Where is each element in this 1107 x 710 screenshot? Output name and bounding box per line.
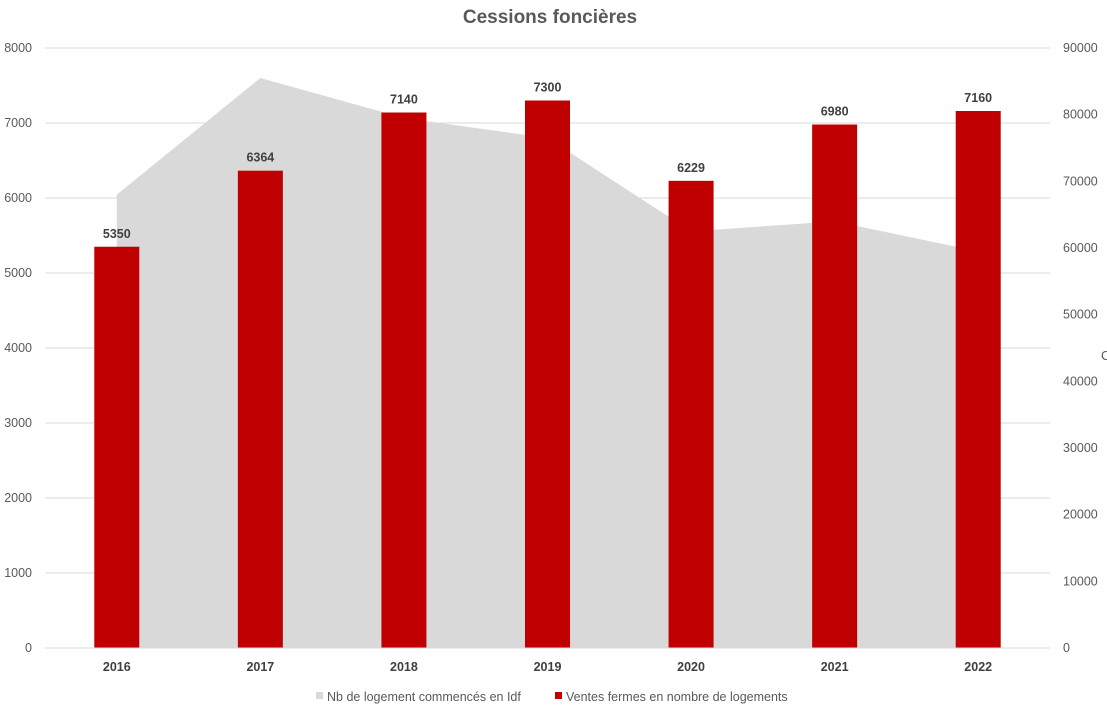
left-axis-tick-label: 2000 — [4, 491, 32, 505]
x-axis-tick-label: 2022 — [964, 660, 992, 674]
x-axis-tick-label: 2021 — [821, 660, 849, 674]
legend-label-area: Nb de logement commencés en Idf — [327, 690, 521, 704]
bar — [237, 170, 283, 648]
data-label: 6229 — [677, 161, 705, 175]
chart-title: Cessions foncières — [463, 7, 637, 28]
bar — [812, 124, 858, 648]
x-axis-tick-label: 2016 — [103, 660, 131, 674]
left-axis-tick-label: 4000 — [4, 341, 32, 355]
x-axis-tick-label: 2018 — [390, 660, 418, 674]
legend-swatch-area — [316, 692, 323, 699]
x-axis-tick-label: 2019 — [534, 660, 562, 674]
legend: Nb de logement commencés en Idf Ventes f… — [316, 690, 788, 704]
legend-label-bar: Ventes fermes en nombre de logements — [566, 690, 788, 704]
bar — [94, 246, 140, 648]
data-label: 7140 — [390, 93, 418, 107]
right-axis-tick-label: 30000 — [1063, 441, 1098, 455]
right-axis: 0 10000 20000 30000 40000 50000 60000 70000 8000… — [1063, 41, 1098, 655]
right-axis-tick-label: 50000 — [1063, 308, 1098, 322]
data-label: 6364 — [246, 151, 274, 165]
x-axis-tick-label: 2017 — [246, 660, 274, 674]
left-axis-tick-label: 5000 — [4, 266, 32, 280]
left-axis-tick-label: 7000 — [4, 116, 32, 130]
data-label: 7160 — [964, 91, 992, 105]
right-axis-tick-label: 80000 — [1063, 108, 1098, 122]
data-label: 6980 — [821, 105, 849, 119]
right-axis-tick-label: 70000 — [1063, 174, 1098, 188]
bar — [955, 111, 1001, 648]
bar — [381, 112, 427, 648]
right-axis-tick-label: 60000 — [1063, 241, 1098, 255]
legend-swatch-bar — [555, 692, 562, 699]
left-axis-tick-label: 8000 — [4, 41, 32, 55]
data-label: 5350 — [103, 227, 131, 241]
bar — [668, 180, 714, 648]
x-axis: 2016 2017 2018 2019 2020 2021 2022 — [45, 647, 1050, 674]
left-axis-tick-label: 1000 — [4, 566, 32, 580]
left-axis-tick-label: 6000 — [4, 191, 32, 205]
left-axis-tick-label: 3000 — [4, 416, 32, 430]
right-axis-tick-label: 40000 — [1063, 374, 1098, 388]
x-axis-tick-label: 2020 — [677, 660, 705, 674]
right-axis-tick-label: 20000 — [1063, 508, 1098, 522]
bar — [525, 100, 570, 648]
data-labels: 5350 6364 7140 7300 6229 6980 7160 — [103, 81, 992, 241]
bar-series-layer — [94, 100, 1001, 648]
left-axis-tick-label: 0 — [25, 641, 32, 655]
right-axis-title-fragment: C — [1101, 348, 1107, 363]
right-axis-tick-label: 10000 — [1063, 574, 1098, 588]
right-axis-tick-label: 90000 — [1063, 41, 1098, 55]
right-axis-tick-label: 0 — [1063, 641, 1070, 655]
left-axis: 0 1000 2000 3000 4000 5000 6000 7000 8000 — [4, 41, 32, 655]
data-label: 7300 — [534, 81, 562, 95]
